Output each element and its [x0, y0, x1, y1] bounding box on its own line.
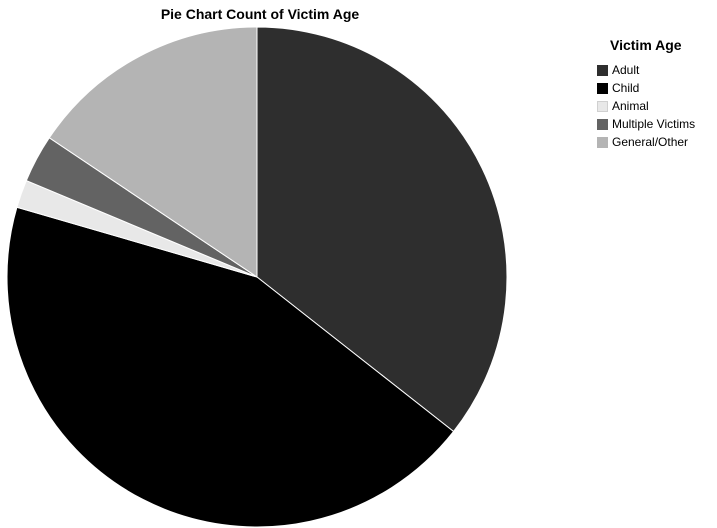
legend-item: Child	[597, 79, 715, 97]
legend-label: Animal	[612, 99, 649, 113]
pie-slice-child	[6, 206, 455, 528]
legend-items: Adult Child Animal Multiple Victims General/…	[597, 61, 715, 151]
legend-swatch	[597, 82, 608, 94]
legend-label: General/Other	[612, 135, 689, 149]
legend-item: Animal	[597, 97, 715, 115]
legend-swatch	[597, 136, 608, 148]
pie-slice-adult	[256, 26, 508, 433]
legend-title: Victim Age	[610, 37, 682, 53]
legend-swatch	[597, 100, 608, 112]
legend-swatch	[597, 118, 608, 130]
legend-item: Multiple Victims	[597, 115, 715, 133]
legend: Victim Age Adult Child Animal Multiple Vict…	[597, 37, 715, 151]
chart-title: Pie Chart Count of Victim Age	[160, 6, 360, 22]
legend-label: Adult	[612, 63, 640, 77]
legend-item: Adult	[597, 61, 715, 79]
legend-item: General/Other	[597, 133, 715, 151]
legend-label: Child	[612, 81, 640, 95]
legend-swatch	[597, 64, 608, 76]
legend-label: Multiple Victims	[612, 117, 696, 131]
pie-slice-general-other	[48, 26, 258, 278]
